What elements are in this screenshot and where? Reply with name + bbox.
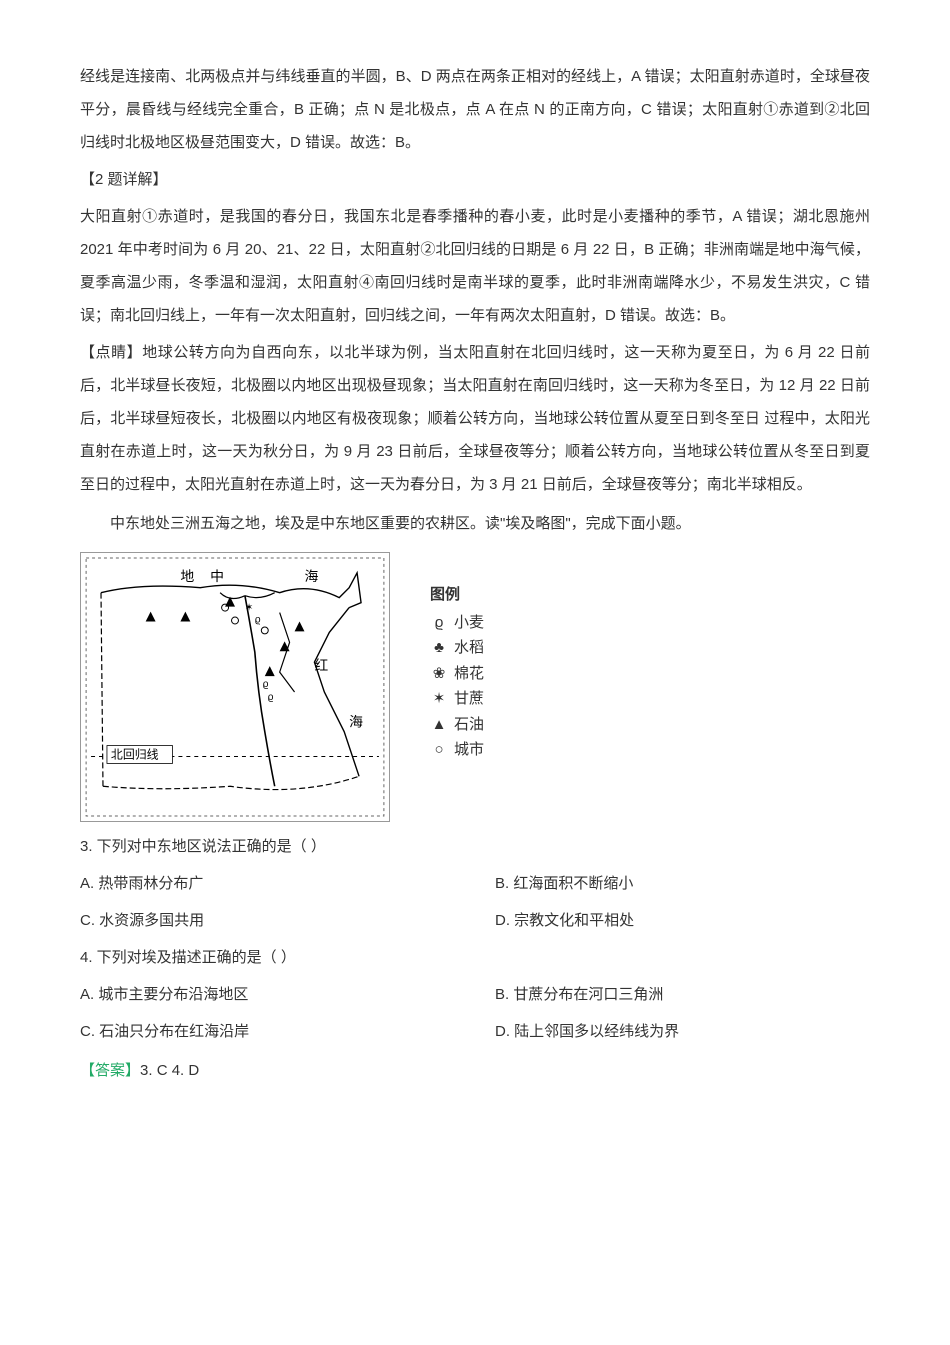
legend-label: 棉花 [454,661,484,687]
legend-icon: ○ [430,737,448,763]
q4-stem: 4. 下列对埃及描述正确的是（ ） [80,941,870,974]
legend-item: ❀棉花 [430,661,484,687]
legend-label: 甘蔗 [454,686,484,712]
q3-option-d: D. 宗教文化和平相处 [495,904,870,937]
label-red-left: 红 [314,657,328,673]
legend-label: 石油 [454,712,484,738]
answer-tag: 【答案】 [80,1062,140,1079]
q3-option-b: B. 红海面积不断缩小 [495,867,870,900]
svg-text:✶: ✶ [245,603,253,614]
q4-option-c: C. 石油只分布在红海沿岸 [80,1015,455,1048]
legend-item: ♣水稻 [430,635,484,661]
legend-icon: ▲ [430,712,448,738]
q4-option-a: A. 城市主要分布沿海地区 [80,978,455,1011]
q4-option-b: B. 甘蔗分布在河口三角洲 [495,978,870,1011]
legend-icon: ✶ [430,686,448,712]
legend-icon: ❀ [430,661,448,687]
q2-heading: 【2 题详解】 [80,163,870,196]
q4-option-d: D. 陆上邻国多以经纬线为界 [495,1015,870,1048]
label-med-mid: 中 [210,568,224,584]
intro-paragraph: 经线是连接南、北两极点并与纬线垂直的半圆，B、D 两点在两条正相对的经线上，A … [80,60,870,159]
map-container: 地 中 海 红 海 北回归线 ✶ϱϱϱ 图例 ϱ小麦♣水稻❀棉花✶甘蔗▲石油○城… [80,552,870,822]
legend-item: ○城市 [430,737,484,763]
q3-option-a: A. 热带雨林分布广 [80,867,455,900]
q3-stem: 3. 下列对中东地区说法正确的是（ ） [80,830,870,863]
q2-paragraph: 大阳直射①赤道时，是我国的春分日，我国东北是春季播种的春小麦，此时是小麦播种的季… [80,200,870,332]
answer-line: 【答案】3. C 4. D [80,1054,870,1087]
legend-item: ▲石油 [430,712,484,738]
label-med-right: 海 [304,568,318,584]
label-red-right: 海 [349,714,363,730]
legend-label: 水稻 [454,635,484,661]
egypt-map: 地 中 海 红 海 北回归线 ✶ϱϱϱ [80,552,390,822]
label-med-left: 地 [180,568,194,584]
answer-text: 3. C 4. D [140,1062,199,1079]
tip-paragraph: 【点睛】地球公转方向为自西向东，以北半球为例，当太阳直射在北回归线时，这一天称为… [80,336,870,501]
q3-option-c: C. 水资源多国共用 [80,904,455,937]
svg-text:ϱ: ϱ [268,692,274,703]
legend-item: ✶甘蔗 [430,686,484,712]
label-tropic: 北回归线 [111,747,159,761]
svg-text:ϱ: ϱ [255,614,261,625]
context-paragraph: 中东地处三洲五海之地，埃及是中东地区重要的农耕区。读"埃及略图"，完成下面小题。 [80,507,870,540]
map-legend: 图例 ϱ小麦♣水稻❀棉花✶甘蔗▲石油○城市 [430,582,484,763]
legend-item: ϱ小麦 [430,610,484,636]
legend-title: 图例 [430,582,484,608]
legend-icon: ϱ [430,610,448,636]
legend-label: 城市 [454,737,484,763]
legend-label: 小麦 [454,610,484,636]
legend-icon: ♣ [430,635,448,661]
svg-text:ϱ: ϱ [263,679,269,690]
